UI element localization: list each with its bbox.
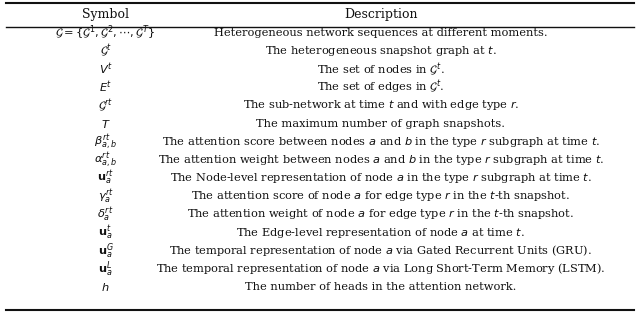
Text: $\gamma^{rt}_{a}$: $\gamma^{rt}_{a}$ bbox=[98, 187, 113, 206]
Text: The set of edges in $\mathcal{G}^t$.: The set of edges in $\mathcal{G}^t$. bbox=[317, 79, 445, 96]
Text: $\mathcal{G}^{rt}$: $\mathcal{G}^{rt}$ bbox=[98, 97, 113, 114]
Text: The maximum number of graph snapshots.: The maximum number of graph snapshots. bbox=[256, 119, 506, 129]
Text: The temporal representation of node $a$ via Gated Recurrent Units (GRU).: The temporal representation of node $a$ … bbox=[170, 243, 592, 258]
Text: Symbol: Symbol bbox=[82, 8, 129, 21]
Text: The attention weight between nodes $a$ and $b$ in the type $r$ subgraph at time : The attention weight between nodes $a$ a… bbox=[157, 153, 604, 167]
Text: $\alpha^{rt}_{a,b}$: $\alpha^{rt}_{a,b}$ bbox=[94, 150, 117, 170]
Text: $\mathcal{G} = \{\mathcal{G}^1, \mathcal{G}^2, \cdots, \mathcal{G}^T\}$: $\mathcal{G} = \{\mathcal{G}^1, \mathcal… bbox=[55, 24, 156, 42]
Text: $\beta^{rt}_{a,b}$: $\beta^{rt}_{a,b}$ bbox=[94, 132, 117, 152]
Text: $\mathbf{u}^{G}_{a}$: $\mathbf{u}^{G}_{a}$ bbox=[98, 241, 113, 260]
Text: The Edge-level representation of node $a$ at time $t$.: The Edge-level representation of node $a… bbox=[236, 226, 525, 239]
Text: $\mathbf{u}^{rt}_{a}$: $\mathbf{u}^{rt}_{a}$ bbox=[97, 169, 114, 187]
Text: The set of nodes in $\mathcal{G}^t$.: The set of nodes in $\mathcal{G}^t$. bbox=[317, 61, 445, 78]
Text: Heterogeneous network sequences at different moments.: Heterogeneous network sequences at diffe… bbox=[214, 28, 548, 38]
Text: $\mathbf{u}^{L}_{a}$: $\mathbf{u}^{L}_{a}$ bbox=[99, 259, 113, 279]
Text: The attention score between nodes $a$ and $b$ in the type $r$ subgraph at time $: The attention score between nodes $a$ an… bbox=[162, 135, 600, 149]
Text: $T$: $T$ bbox=[100, 118, 111, 130]
Text: The Node-level representation of node $a$ in the type $r$ subgraph at time $t$.: The Node-level representation of node $a… bbox=[170, 171, 592, 185]
Text: The attention score of node $a$ for edge type $r$ in the $t$-th snapshot.: The attention score of node $a$ for edge… bbox=[191, 189, 570, 203]
Text: $\mathcal{G}^t$: $\mathcal{G}^t$ bbox=[100, 43, 111, 59]
Text: The heterogeneous snapshot graph at $t$.: The heterogeneous snapshot graph at $t$. bbox=[265, 44, 497, 58]
Text: The attention weight of node $a$ for edge type $r$ in the $t$-th snapshot.: The attention weight of node $a$ for edg… bbox=[188, 208, 574, 221]
Text: $V^t$: $V^t$ bbox=[99, 61, 113, 77]
Text: $h$: $h$ bbox=[101, 281, 110, 293]
Text: The number of heads in the attention network.: The number of heads in the attention net… bbox=[245, 282, 516, 292]
Text: $\delta^{rt}_{a}$: $\delta^{rt}_{a}$ bbox=[97, 205, 114, 224]
Text: $\mathbf{u}^{t}_{a}$: $\mathbf{u}^{t}_{a}$ bbox=[99, 223, 113, 242]
Text: $E^t$: $E^t$ bbox=[99, 80, 112, 95]
Text: Description: Description bbox=[344, 8, 417, 21]
Text: The sub-network at time $t$ and with edge type $r$.: The sub-network at time $t$ and with edg… bbox=[243, 99, 519, 112]
Text: The temporal representation of node $a$ via Long Short-Term Memory (LSTM).: The temporal representation of node $a$ … bbox=[156, 261, 605, 276]
